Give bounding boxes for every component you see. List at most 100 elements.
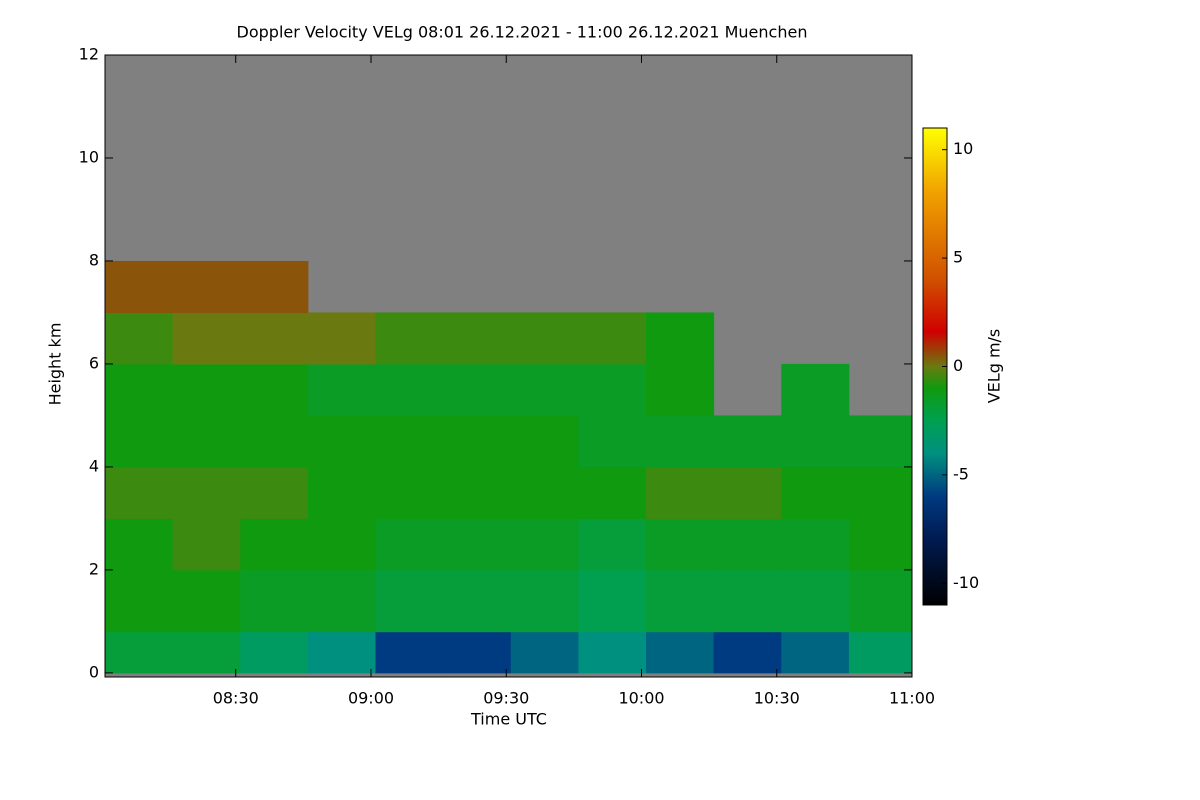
heatmap-cell <box>240 518 309 571</box>
heatmap-cell <box>781 415 850 468</box>
x-tick-label: 11:00 <box>889 689 935 708</box>
heatmap-cell <box>375 466 444 519</box>
x-tick-label: 09:00 <box>348 689 394 708</box>
colorbar-tick-label: -10 <box>953 573 979 592</box>
heatmap-cell <box>713 631 782 674</box>
heatmap-cell <box>578 312 647 365</box>
heatmap-cell <box>105 518 174 571</box>
heatmap-cell <box>307 415 377 468</box>
heatmap-cell <box>848 415 913 468</box>
heatmap-cell <box>172 466 241 519</box>
heatmap-cell <box>646 415 715 468</box>
heatmap-cell <box>240 260 309 313</box>
heatmap-cell <box>510 518 579 571</box>
y-tick-label: 10 <box>79 147 99 166</box>
x-tick-label: 10:00 <box>618 689 664 708</box>
heatmap-cell <box>510 363 579 416</box>
x-tick-label: 08:30 <box>213 689 259 708</box>
heatmap-cell <box>578 466 647 519</box>
heatmap-cell <box>307 466 377 519</box>
heatmap-cell <box>510 631 579 674</box>
heatmap-cell <box>713 466 782 519</box>
heatmap-cell <box>375 631 444 674</box>
heatmap-cell <box>240 312 309 365</box>
heatmap-cell <box>375 518 444 571</box>
heatmap-cell <box>646 466 715 519</box>
colorbar-tick-label: 0 <box>953 356 963 375</box>
heatmap-cell <box>105 260 174 313</box>
heatmap-cell <box>172 415 241 468</box>
y-tick-label: 0 <box>89 662 99 681</box>
heatmap-cell <box>713 569 782 633</box>
colorbar-tick-label: 10 <box>953 139 973 158</box>
heatmap-cell <box>172 518 241 571</box>
heatmap-cell <box>443 415 512 468</box>
heatmap-cell <box>510 466 579 519</box>
colorbar-tick-label: 5 <box>953 248 963 267</box>
chart-title: Doppler Velocity VELg 08:01 26.12.2021 -… <box>237 23 808 42</box>
heatmap-cell <box>578 569 647 633</box>
x-tick-label: 10:30 <box>754 689 800 708</box>
heatmap-cell <box>172 631 241 674</box>
y-axis-label: Height km <box>46 323 65 406</box>
heatmap-cell <box>781 466 850 519</box>
heatmap-cell <box>307 631 377 674</box>
heatmap-cell <box>307 569 377 633</box>
plot-frame <box>104 54 913 678</box>
heatmap-cell <box>375 569 444 633</box>
y-tick-label: 2 <box>89 559 99 578</box>
heatmap-cell <box>578 363 647 416</box>
heatmap-cell <box>172 312 241 365</box>
heatmap-cell <box>646 569 715 633</box>
x-tick-label: 09:30 <box>483 689 529 708</box>
heatmap-cell <box>510 312 579 365</box>
x-axis-label: Time UTC <box>470 710 547 729</box>
heatmap-cell <box>781 631 850 674</box>
y-tick-label: 6 <box>89 353 99 372</box>
heatmap-cell <box>713 518 782 571</box>
y-tick-label: 8 <box>89 250 99 269</box>
heatmap-cell <box>307 312 377 365</box>
heatmap-cell <box>781 363 850 416</box>
heatmap-cell <box>578 631 647 674</box>
heatmap-cell <box>781 569 850 633</box>
heatmap-cell <box>713 415 782 468</box>
heatmap-cell <box>848 466 913 519</box>
heatmap-cell <box>375 363 444 416</box>
heatmap-cell <box>578 518 647 571</box>
heatmap-cell <box>172 569 241 633</box>
heatmap-cell <box>510 569 579 633</box>
heatmap-cell <box>646 363 715 416</box>
heatmap-cell <box>848 569 913 633</box>
heatmap-cell <box>240 363 309 416</box>
heatmap-cell <box>172 260 241 313</box>
y-tick-label: 12 <box>79 45 99 64</box>
heatmap-cell <box>240 415 309 468</box>
heatmap-cell <box>307 518 377 571</box>
heatmap-cell <box>443 569 512 633</box>
heatmap-cell <box>375 312 444 365</box>
heatmap-cell <box>443 312 512 365</box>
heatmap-cell <box>578 415 647 468</box>
y-tick-label: 4 <box>89 456 99 475</box>
heatmap-cell <box>848 631 913 674</box>
heatmap-cell <box>240 466 309 519</box>
heatmap-cell <box>105 312 174 365</box>
heatmap-cell <box>443 518 512 571</box>
heatmap-cell <box>105 363 174 416</box>
heatmap-cell <box>848 518 913 571</box>
heatmap-cell <box>443 631 512 674</box>
heatmap-cell <box>105 415 174 468</box>
heatmap-cell <box>105 466 174 519</box>
colorbar-label: VELg m/s <box>985 329 1004 404</box>
heatmap-cell <box>375 415 444 468</box>
colorbar-tick-label: -5 <box>953 464 969 483</box>
heatmap-cell <box>443 466 512 519</box>
heatmap-cell <box>646 518 715 571</box>
heatmap-cell <box>240 569 309 633</box>
heatmap-cell <box>240 631 309 674</box>
heatmap-cell <box>510 415 579 468</box>
heatmap-cell <box>781 518 850 571</box>
heatmap-cell <box>105 569 174 633</box>
